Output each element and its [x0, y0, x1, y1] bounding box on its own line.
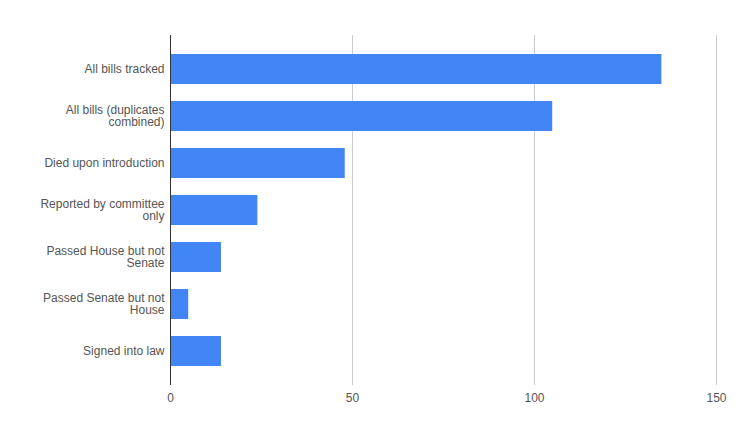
- svg-text:All bills tracked: All bills tracked: [84, 62, 164, 76]
- svg-text:Signed into law: Signed into law: [83, 344, 165, 358]
- svg-text:0: 0: [167, 391, 174, 405]
- svg-text:50: 50: [346, 391, 360, 405]
- svg-text:Passed House but notSenate: Passed House but notSenate: [46, 244, 165, 270]
- svg-text:Passed Senate but notHouse: Passed Senate but notHouse: [43, 291, 165, 317]
- svg-text:150: 150: [706, 391, 726, 405]
- svg-text:Died upon introduction: Died upon introduction: [44, 156, 164, 170]
- svg-text:All bills (duplicatescombined): All bills (duplicatescombined): [66, 103, 165, 129]
- svg-text:Reported by committeeonly: Reported by committeeonly: [40, 197, 164, 223]
- svg-text:100: 100: [524, 391, 544, 405]
